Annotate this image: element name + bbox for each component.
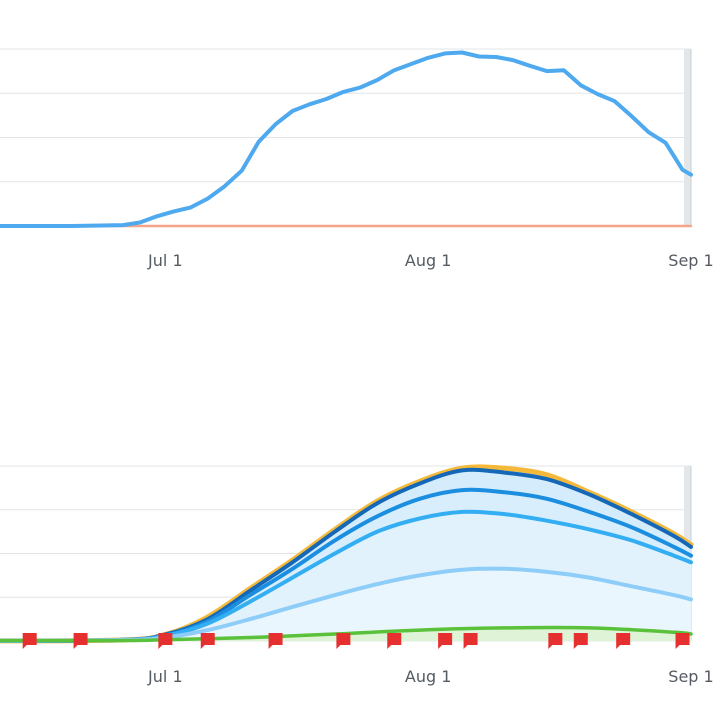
flag-marker-body (336, 633, 351, 645)
flag-marker (73, 633, 88, 649)
series-area (0, 568, 691, 641)
flag-marker-body (200, 633, 215, 645)
flag-marker-body (616, 633, 631, 645)
x-tick-label: Aug 1 (405, 667, 452, 686)
flag-marker-body (438, 633, 453, 645)
flag-marker-tail (336, 645, 341, 649)
flag-marker (200, 633, 215, 649)
flag-marker-tail (573, 645, 578, 649)
flag-marker (616, 633, 631, 649)
bottom-area-chart: Jul 1 Aug 1 Sep 1 (0, 420, 715, 701)
flag-marker (675, 633, 690, 649)
x-tick-label: Aug 1 (405, 251, 452, 270)
plot-edge-strip (684, 49, 691, 226)
series-line (0, 625, 693, 643)
x-tick-label: Sep 1 (668, 251, 713, 270)
flag-marker-tail (387, 645, 392, 649)
top-line-chart: Jul 1 Aug 1 Sep 1 (0, 0, 715, 300)
x-tick-label: Jul 1 (147, 667, 183, 686)
flag-marker (463, 633, 478, 649)
flag-marker-body (268, 633, 283, 645)
flag-marker-tail (675, 645, 680, 649)
flag-marker-tail (616, 645, 621, 649)
flag-marker-tail (463, 645, 468, 649)
flag-marker (573, 633, 588, 649)
flag-marker-tail (158, 645, 163, 649)
flag-marker-tail (73, 645, 78, 649)
flag-marker-tail (22, 645, 27, 649)
flag-marker (336, 633, 351, 649)
flag-marker-body (22, 633, 37, 645)
flag-marker-body (158, 633, 173, 645)
bottom-area-chart-svg: Jul 1 Aug 1 Sep 1 (0, 464, 714, 686)
flag-marker (548, 633, 563, 649)
flag-marker-body (573, 633, 588, 645)
flag-marker-body (548, 633, 563, 645)
flag-marker (22, 633, 37, 649)
flag-marker (387, 633, 402, 649)
flag-marker (268, 633, 283, 649)
x-tick-label: Sep 1 (668, 667, 713, 686)
flag-marker-body (387, 633, 402, 645)
top-line-chart-svg: Jul 1 Aug 1 Sep 1 (0, 48, 714, 270)
x-tick-label: Jul 1 (147, 251, 183, 270)
flag-marker (438, 633, 453, 649)
flag-marker (158, 633, 173, 649)
flag-marker-tail (548, 645, 553, 649)
series-line (0, 50, 693, 228)
flag-marker-body (73, 633, 88, 645)
flag-marker-tail (438, 645, 443, 649)
flag-marker-body (463, 633, 478, 645)
flag-marker-tail (268, 645, 273, 649)
flag-marker-tail (200, 645, 205, 649)
flag-marker-body (675, 633, 690, 645)
